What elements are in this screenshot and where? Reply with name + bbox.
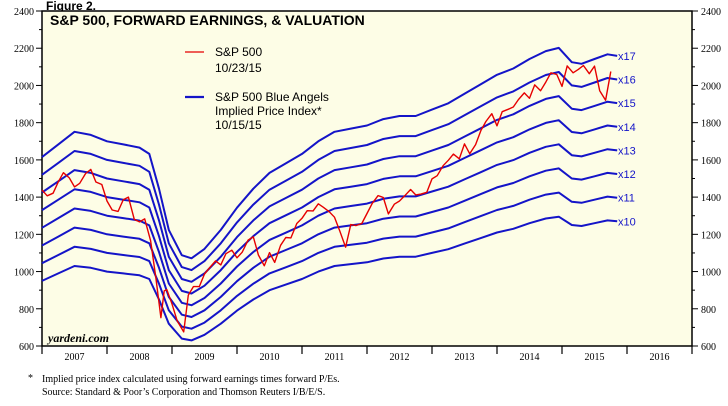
implied-price-line-x17: [41, 46, 618, 260]
y-tick-label-left: 800: [19, 305, 34, 316]
legend-implied-label-2: Implied Price Index*: [215, 104, 322, 118]
implied-price-line-x16: [41, 71, 618, 272]
x-tick-label: 2016: [650, 352, 670, 363]
y-tick-label-left: 2000: [14, 81, 34, 92]
y-tick-label-right: 2000: [701, 81, 721, 92]
legend-sp500-label: S&P 500: [215, 45, 262, 59]
figure-label: Figure 2.: [46, 0, 96, 13]
y-tick-label-left: 1600: [14, 156, 34, 167]
x-tick-label: 2011: [325, 352, 345, 363]
footnote-line-2: Source: Standard & Poor’s Corporation an…: [42, 387, 325, 398]
footnote-line-1: Implied price index calculated using for…: [42, 374, 340, 385]
implied-price-line-x13: [41, 143, 618, 307]
x-tick-label: 2015: [585, 352, 605, 363]
implied-price-line-x14: [41, 119, 618, 295]
implied-price-line-x12: [41, 167, 618, 318]
y-tick-label-left: 600: [19, 342, 34, 353]
y-tick-label-right: 600: [701, 342, 716, 353]
sp500-line: [41, 64, 612, 333]
y-tick-label-left: 1400: [14, 193, 34, 204]
x-tick-label: 2009: [195, 352, 215, 363]
implied-price-line-x10: [41, 215, 618, 342]
multiple-label-x11: x11: [618, 193, 635, 205]
y-tick-label-right: 1200: [701, 230, 721, 241]
y-tick-label-left: 2400: [14, 7, 34, 18]
x-tick-label: 2010: [260, 352, 280, 363]
multiple-label-x13: x13: [618, 145, 636, 157]
plot-area: [41, 10, 693, 347]
multiple-label-x14: x14: [618, 122, 636, 134]
y-tick-label-left: 2200: [14, 44, 34, 55]
x-tick-label: 2007: [65, 352, 85, 363]
legend-implied-label-1: S&P 500 Blue Angels: [215, 90, 329, 104]
y-tick-label-right: 2200: [701, 44, 721, 55]
x-tick-label: 2008: [130, 352, 150, 363]
watermark: yardeni.com: [46, 331, 109, 345]
x-tick-label: 2014: [520, 352, 540, 363]
y-tick-label-right: 1000: [701, 268, 721, 279]
implied-price-line-x11: [41, 191, 618, 330]
axes: 600 600 800 800 1000 1000 1200 1200 1400 1400 1600…: [14, 7, 721, 363]
legend-sp500-date: 10/23/15: [215, 61, 262, 75]
implied-price-line-x15: [41, 95, 618, 283]
y-tick-label-right: 1400: [701, 193, 721, 204]
series-group: x10 x11 x12 x13 x14 x15 x16 x17: [41, 46, 636, 342]
y-tick-label-right: 1800: [701, 119, 721, 130]
legend-implied-date: 10/15/15: [215, 118, 262, 132]
legend: S&P 500 10/23/15 S&P 500 Blue Angels Imp…: [185, 45, 329, 132]
multiple-label-x16: x16: [618, 74, 636, 86]
chart-title: S&P 500, FORWARD EARNINGS, & VALUATION: [50, 12, 365, 28]
y-tick-label-left: 1000: [14, 268, 34, 279]
y-tick-label-left: 1200: [14, 230, 34, 241]
multiple-label-x17: x17: [618, 51, 636, 63]
y-tick-label-right: 1600: [701, 156, 721, 167]
x-tick-label: 2012: [390, 352, 410, 363]
y-tick-label-left: 1800: [14, 119, 34, 130]
multiple-label-x10: x10: [618, 216, 636, 228]
multiple-label-x12: x12: [618, 169, 636, 181]
footnote-bullet: *: [28, 373, 33, 384]
y-tick-label-right: 800: [701, 305, 716, 316]
multiple-label-x15: x15: [618, 98, 636, 110]
y-tick-label-right: 2400: [701, 7, 721, 18]
x-tick-label: 2013: [455, 352, 475, 363]
